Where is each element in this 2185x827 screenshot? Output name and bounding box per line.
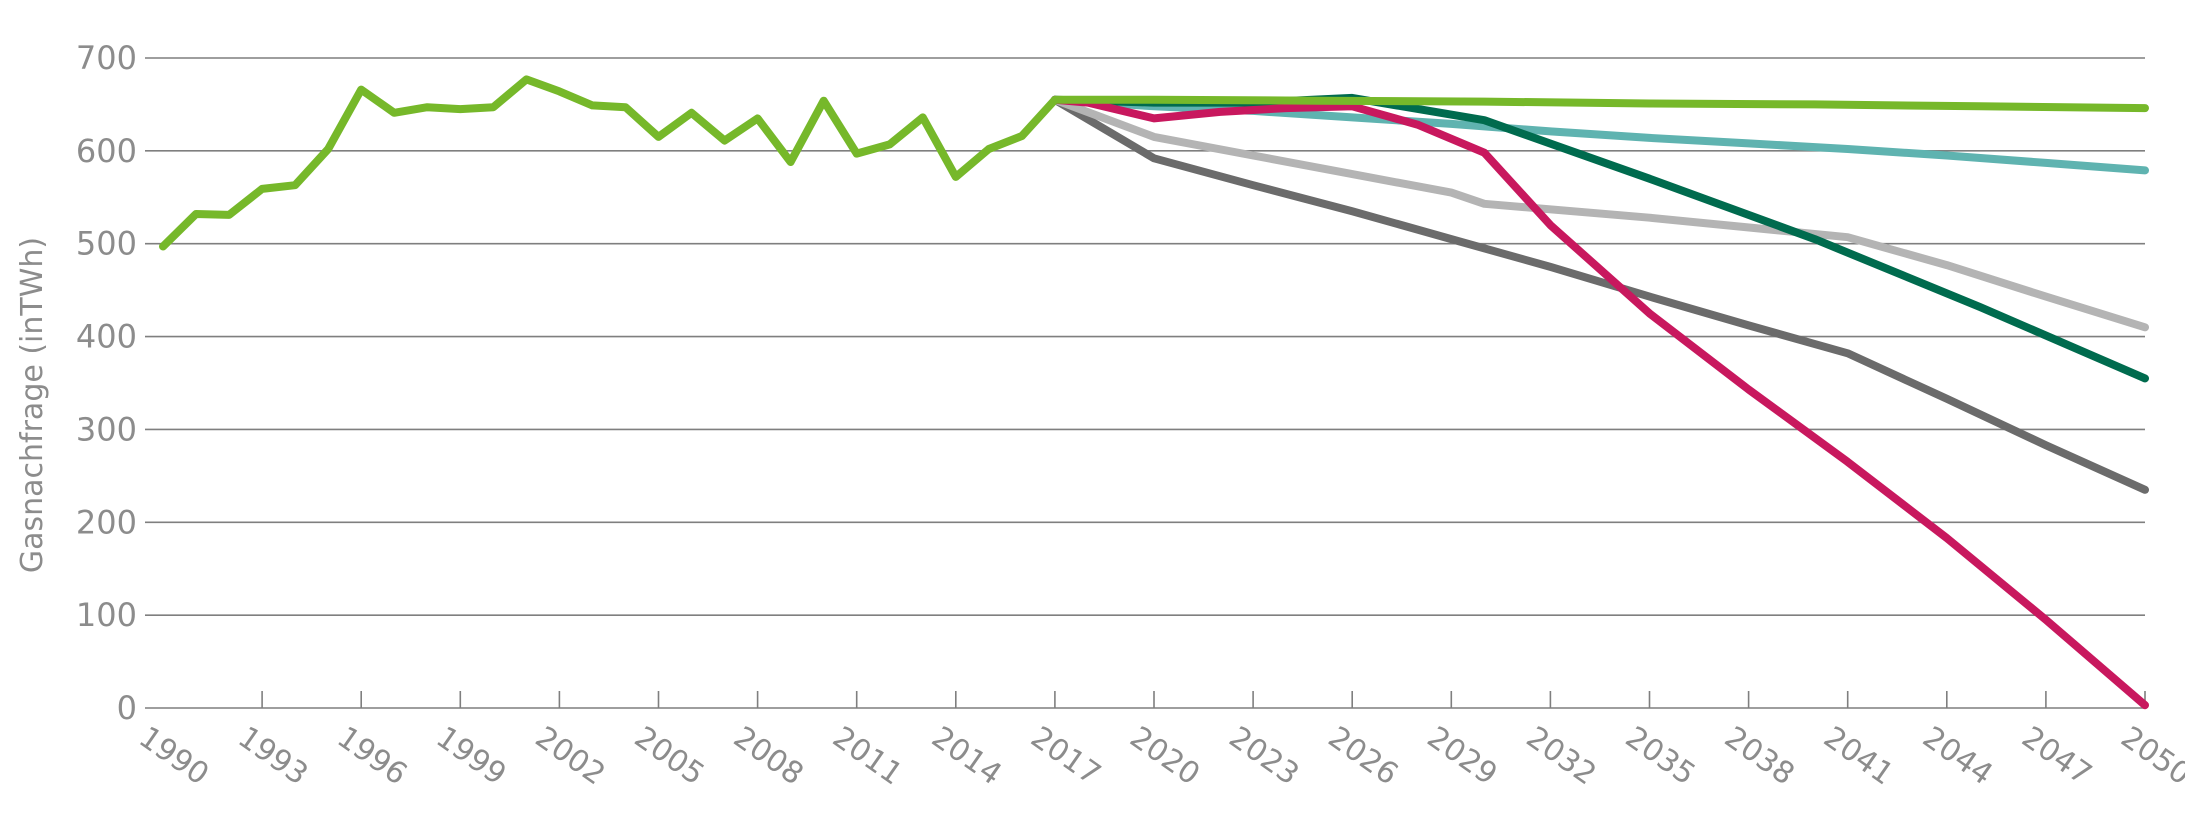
x-tick-label-1996: 1996 (331, 720, 414, 792)
y-tick-label-100: 100 (76, 596, 137, 634)
x-tick-label-2023: 2023 (1223, 720, 1306, 792)
x-tick-label-2038: 2038 (1718, 720, 1801, 792)
x-tick-label-1993: 1993 (232, 720, 315, 792)
x-tick-label-2005: 2005 (628, 720, 711, 792)
x-tick-label-2032: 2032 (1520, 720, 1603, 792)
y-axis-label: Gasnachfrage (inTWh) (15, 237, 50, 573)
x-tick-label-2020: 2020 (1123, 720, 1206, 792)
series-line-2 (1050, 95, 2149, 332)
series-line-6 (159, 75, 2149, 251)
y-tick-label-300: 300 (76, 410, 137, 448)
x-axis-ticks (261, 691, 2146, 708)
x-tick-label-2002: 2002 (529, 720, 612, 792)
y-tick-label-400: 400 (76, 318, 137, 356)
gridlines (145, 57, 2145, 709)
x-tick-label-2014: 2014 (925, 720, 1008, 792)
x-tick-label-2050: 2050 (2114, 720, 2185, 792)
y-tick-label-500: 500 (76, 225, 137, 263)
x-axis-tick-labels: 1990 1993 1996 1999 2002 2005 2008 2011 2014 2017… (132, 720, 2185, 792)
x-tick-label-2017: 2017 (1024, 720, 1107, 792)
x-tick-label-2026: 2026 (1322, 720, 1405, 792)
y-tick-label-0: 0 (117, 689, 137, 727)
x-tick-label-1999: 1999 (430, 720, 513, 792)
x-tick-label-2008: 2008 (727, 720, 810, 792)
y-tick-label-600: 600 (76, 132, 137, 170)
x-tick-label-2047: 2047 (2015, 720, 2098, 792)
x-tick-label-2041: 2041 (1817, 720, 1900, 792)
x-tick-label-1990: 1990 (132, 720, 215, 792)
x-tick-label-2011: 2011 (826, 720, 909, 792)
x-tick-label-2029: 2029 (1421, 720, 1504, 792)
y-tick-label-200: 200 (76, 503, 137, 541)
series-line-5 (1050, 95, 2149, 710)
x-tick-label-2035: 2035 (1619, 720, 1702, 792)
y-tick-label-700: 700 (76, 39, 137, 77)
series-lines (159, 75, 2149, 710)
x-tick-label-2044: 2044 (1916, 720, 1999, 792)
y-axis-tick-labels: 0 100 200 300 400 500 600 700 (76, 39, 137, 727)
series-line-1 (1050, 95, 2149, 494)
